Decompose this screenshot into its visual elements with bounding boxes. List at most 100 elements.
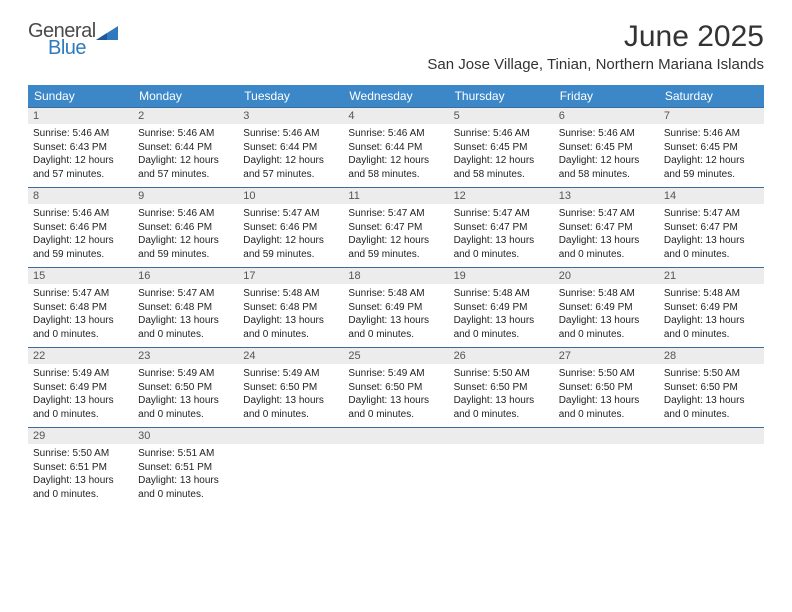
day-number: 26 [449,348,554,364]
calendar-day: 30Sunrise: 5:51 AMSunset: 6:51 PMDayligh… [133,428,238,507]
day-number: 17 [238,268,343,284]
calendar-day: 19Sunrise: 5:48 AMSunset: 6:49 PMDayligh… [449,268,554,347]
day-details: Sunrise: 5:46 AMSunset: 6:46 PMDaylight:… [133,204,238,267]
day-details: Sunrise: 5:50 AMSunset: 6:51 PMDaylight:… [28,444,133,507]
day-details: Sunrise: 5:50 AMSunset: 6:50 PMDaylight:… [659,364,764,427]
calendar-day: 1Sunrise: 5:46 AMSunset: 6:43 PMDaylight… [28,108,133,187]
calendar-day: 28Sunrise: 5:50 AMSunset: 6:50 PMDayligh… [659,348,764,427]
day-details: Sunrise: 5:48 AMSunset: 6:49 PMDaylight:… [659,284,764,347]
calendar-day: 15Sunrise: 5:47 AMSunset: 6:48 PMDayligh… [28,268,133,347]
day-details: Sunrise: 5:46 AMSunset: 6:44 PMDaylight:… [343,124,448,187]
day-details: Sunrise: 5:46 AMSunset: 6:44 PMDaylight:… [238,124,343,187]
day-details: Sunrise: 5:49 AMSunset: 6:49 PMDaylight:… [28,364,133,427]
day-details: Sunrise: 5:46 AMSunset: 6:45 PMDaylight:… [449,124,554,187]
day-details: Sunrise: 5:46 AMSunset: 6:45 PMDaylight:… [554,124,659,187]
header: General Blue June 2025 San Jose Village,… [28,20,764,81]
calendar-day: 18Sunrise: 5:48 AMSunset: 6:49 PMDayligh… [343,268,448,347]
day-number: 27 [554,348,659,364]
calendar-day: 24Sunrise: 5:49 AMSunset: 6:50 PMDayligh… [238,348,343,427]
calendar-day: 13Sunrise: 5:47 AMSunset: 6:47 PMDayligh… [554,188,659,267]
day-number: 24 [238,348,343,364]
calendar-day: 7Sunrise: 5:46 AMSunset: 6:45 PMDaylight… [659,108,764,187]
day-details: Sunrise: 5:48 AMSunset: 6:49 PMDaylight:… [449,284,554,347]
day-details: Sunrise: 5:47 AMSunset: 6:47 PMDaylight:… [449,204,554,267]
day-details: Sunrise: 5:48 AMSunset: 6:49 PMDaylight:… [554,284,659,347]
calendar-day: 5Sunrise: 5:46 AMSunset: 6:45 PMDaylight… [449,108,554,187]
day-number: 3 [238,108,343,124]
location: San Jose Village, Tinian, Northern Maria… [427,56,764,73]
day-number: 11 [343,188,448,204]
day-details: Sunrise: 5:46 AMSunset: 6:46 PMDaylight:… [28,204,133,267]
calendar-week: 22Sunrise: 5:49 AMSunset: 6:49 PMDayligh… [28,347,764,427]
dayname-tuesday: Tuesday [238,85,343,107]
day-number: 21 [659,268,764,284]
day-number: 15 [28,268,133,284]
calendar-week: 1Sunrise: 5:46 AMSunset: 6:43 PMDaylight… [28,107,764,187]
day-number: 8 [28,188,133,204]
day-number: 2 [133,108,238,124]
calendar-day: 6Sunrise: 5:46 AMSunset: 6:45 PMDaylight… [554,108,659,187]
calendar-day: 20Sunrise: 5:48 AMSunset: 6:49 PMDayligh… [554,268,659,347]
day-details: Sunrise: 5:48 AMSunset: 6:49 PMDaylight:… [343,284,448,347]
day-details: Sunrise: 5:49 AMSunset: 6:50 PMDaylight:… [238,364,343,427]
day-number: 22 [28,348,133,364]
day-number: 5 [449,108,554,124]
day-details: Sunrise: 5:50 AMSunset: 6:50 PMDaylight:… [554,364,659,427]
day-number: 1 [28,108,133,124]
day-details: Sunrise: 5:47 AMSunset: 6:47 PMDaylight:… [659,204,764,267]
calendar-header-row: Sunday Monday Tuesday Wednesday Thursday… [28,85,764,107]
day-details: Sunrise: 5:48 AMSunset: 6:48 PMDaylight:… [238,284,343,347]
calendar-day: 23Sunrise: 5:49 AMSunset: 6:50 PMDayligh… [133,348,238,427]
logo-triangle-icon [96,26,118,49]
day-number: 16 [133,268,238,284]
calendar-day: 12Sunrise: 5:47 AMSunset: 6:47 PMDayligh… [449,188,554,267]
day-details: Sunrise: 5:49 AMSunset: 6:50 PMDaylight:… [133,364,238,427]
day-number: 7 [659,108,764,124]
calendar-day: 3Sunrise: 5:46 AMSunset: 6:44 PMDaylight… [238,108,343,187]
day-number: 23 [133,348,238,364]
day-number: 30 [133,428,238,444]
calendar-day: 2Sunrise: 5:46 AMSunset: 6:44 PMDaylight… [133,108,238,187]
calendar-day: 17Sunrise: 5:48 AMSunset: 6:48 PMDayligh… [238,268,343,347]
calendar-day: 27Sunrise: 5:50 AMSunset: 6:50 PMDayligh… [554,348,659,427]
calendar-day-empty [238,428,343,507]
title-block: June 2025 San Jose Village, Tinian, Nort… [427,20,764,81]
calendar-week: 29Sunrise: 5:50 AMSunset: 6:51 PMDayligh… [28,427,764,507]
dayname-wednesday: Wednesday [343,85,448,107]
day-number: 13 [554,188,659,204]
calendar-day: 21Sunrise: 5:48 AMSunset: 6:49 PMDayligh… [659,268,764,347]
day-number: 6 [554,108,659,124]
day-number: 10 [238,188,343,204]
day-details: Sunrise: 5:46 AMSunset: 6:43 PMDaylight:… [28,124,133,187]
day-number: 28 [659,348,764,364]
day-details: Sunrise: 5:47 AMSunset: 6:48 PMDaylight:… [133,284,238,347]
calendar-day: 14Sunrise: 5:47 AMSunset: 6:47 PMDayligh… [659,188,764,267]
day-number: 12 [449,188,554,204]
logo-text-blue: Blue [48,37,86,59]
month-title: June 2025 [427,20,764,54]
dayname-saturday: Saturday [659,85,764,107]
calendar-day: 16Sunrise: 5:47 AMSunset: 6:48 PMDayligh… [133,268,238,347]
day-number: 18 [343,268,448,284]
day-details: Sunrise: 5:49 AMSunset: 6:50 PMDaylight:… [343,364,448,427]
calendar-day: 11Sunrise: 5:47 AMSunset: 6:47 PMDayligh… [343,188,448,267]
calendar-day-empty [343,428,448,507]
day-details: Sunrise: 5:47 AMSunset: 6:48 PMDaylight:… [28,284,133,347]
day-details: Sunrise: 5:46 AMSunset: 6:45 PMDaylight:… [659,124,764,187]
dayname-sunday: Sunday [28,85,133,107]
calendar-day-empty [449,428,554,507]
day-number: 9 [133,188,238,204]
day-details: Sunrise: 5:47 AMSunset: 6:46 PMDaylight:… [238,204,343,267]
day-details: Sunrise: 5:47 AMSunset: 6:47 PMDaylight:… [343,204,448,267]
day-number: 20 [554,268,659,284]
calendar-week: 15Sunrise: 5:47 AMSunset: 6:48 PMDayligh… [28,267,764,347]
day-number: 14 [659,188,764,204]
calendar-day: 29Sunrise: 5:50 AMSunset: 6:51 PMDayligh… [28,428,133,507]
day-number: 25 [343,348,448,364]
logo: General Blue [28,20,120,66]
day-number: 4 [343,108,448,124]
dayname-friday: Friday [554,85,659,107]
day-details: Sunrise: 5:50 AMSunset: 6:50 PMDaylight:… [449,364,554,427]
day-number: 19 [449,268,554,284]
calendar-day: 4Sunrise: 5:46 AMSunset: 6:44 PMDaylight… [343,108,448,187]
